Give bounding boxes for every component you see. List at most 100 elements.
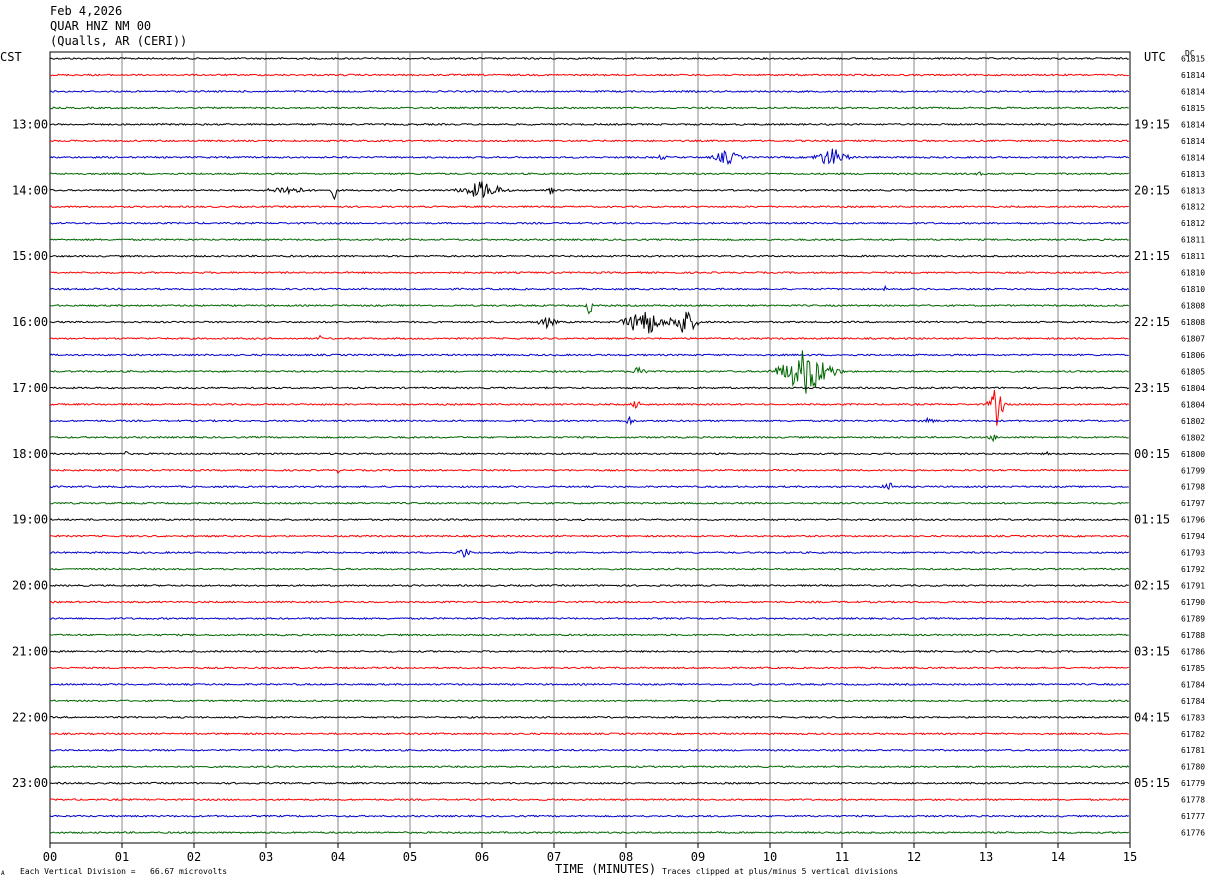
dc-offset-label: 61797: [1181, 499, 1205, 508]
scale-note: Each Vertical Division = 66.67 microvolt…: [20, 867, 228, 876]
dc-offset-label: 61784: [1181, 680, 1205, 689]
dc-column-label: DC: [1185, 49, 1195, 58]
seismic-trace: [49, 583, 1129, 588]
dc-offset-label: 61806: [1181, 351, 1205, 360]
right-hour-label: 00:15: [1134, 447, 1170, 461]
left-hour-label: 23:00: [12, 776, 48, 790]
dc-offset-label: 61788: [1181, 631, 1205, 640]
left-hour-label: 21:00: [12, 644, 48, 658]
seismic-trace: [49, 238, 1129, 242]
seismic-trace: [49, 311, 1129, 334]
seismic-trace: [49, 171, 1129, 177]
dc-offset-label: 61782: [1181, 730, 1205, 739]
station-location: (Qualls, AR (CERI)): [50, 34, 188, 48]
dc-offset-label: 61804: [1181, 400, 1205, 409]
x-tick-label: 03: [259, 850, 273, 864]
seismic-trace: [49, 682, 1130, 687]
dc-offset-label: 61785: [1181, 664, 1205, 673]
seismic-trace: [49, 781, 1130, 785]
x-tick-label: 12: [907, 850, 921, 864]
right-hour-label: 05:15: [1134, 776, 1170, 790]
seismic-trace: [49, 518, 1129, 522]
dc-offset-label: 61808: [1181, 302, 1205, 311]
seismic-trace: [49, 732, 1129, 736]
seismic-trace: [49, 415, 1129, 426]
seismic-trace: [49, 221, 1129, 225]
dc-offset-label: 61798: [1181, 483, 1205, 492]
seismic-trace: [49, 122, 1129, 126]
seismic-trace: [49, 350, 1129, 394]
left-hour-label: 20:00: [12, 579, 48, 593]
seismic-trace: [49, 106, 1129, 110]
dc-offset-label: 61813: [1181, 186, 1205, 195]
dc-offset-label: 61814: [1181, 120, 1205, 129]
dc-offset-label: 61786: [1181, 647, 1205, 656]
left-hour-label: 19:00: [12, 513, 48, 527]
seismic-trace: [49, 616, 1129, 621]
dc-offset-label: 61793: [1181, 549, 1205, 558]
seismic-trace: [49, 600, 1129, 604]
seismic-trace: [49, 548, 1130, 559]
plot-grid: [49, 51, 1131, 848]
seismic-trace: [49, 798, 1129, 802]
dc-offset-label: 61794: [1181, 532, 1205, 541]
seismic-trace: [49, 139, 1129, 143]
left-hour-label: 14:00: [12, 183, 48, 197]
dc-offset-label: 61808: [1181, 318, 1205, 327]
left-hour-label: 18:00: [12, 447, 48, 461]
x-tick-label: 06: [475, 850, 489, 864]
x-tick-label: 14: [1051, 850, 1065, 864]
seismic-trace: [49, 831, 1130, 835]
dc-offset-label: 61815: [1181, 55, 1205, 64]
dc-offset-label: 61804: [1181, 384, 1205, 393]
dc-offset-label: 61811: [1181, 252, 1205, 261]
seismic-trace: [49, 715, 1130, 719]
dc-offset-label: 61814: [1181, 87, 1205, 96]
seismic-trace: [49, 205, 1129, 209]
dc-offset-label: 61780: [1181, 763, 1205, 772]
right-hour-label: 19:15: [1134, 117, 1170, 131]
seismic-trace: [49, 468, 1129, 475]
seismic-trace: [49, 303, 1130, 315]
right-hour-label: 22:15: [1134, 315, 1170, 329]
dc-offset-label: 61799: [1181, 466, 1205, 475]
seismic-trace: [49, 89, 1130, 93]
dc-offset-label: 61814: [1181, 71, 1205, 80]
dc-offset-label: 61792: [1181, 565, 1205, 574]
right-hour-label: 02:15: [1134, 579, 1170, 593]
right-timezone-label: UTC: [1144, 50, 1166, 64]
right-hour-label: 04:15: [1134, 710, 1170, 724]
dc-offset-label: 61810: [1181, 269, 1205, 278]
seismic-trace: [49, 334, 1129, 341]
station-code: QUAR HNZ NM 00: [50, 19, 152, 33]
x-tick-label: 08: [619, 850, 633, 864]
left-hour-label: 17:00: [12, 381, 48, 395]
x-axis-title: TIME (MINUTES): [555, 862, 657, 876]
x-tick-label: 04: [331, 850, 345, 864]
seismic-trace: [49, 450, 1130, 456]
dc-offset-label: 61789: [1181, 614, 1205, 623]
dc-offset-label: 61781: [1181, 746, 1205, 755]
dc-offset-label: 61812: [1181, 203, 1205, 212]
dc-offset-label: 61805: [1181, 367, 1205, 376]
x-tick-label: 10: [763, 850, 777, 864]
dc-offset-label: 61784: [1181, 697, 1205, 706]
right-hour-label: 23:15: [1134, 381, 1170, 395]
dc-offset-label: 61807: [1181, 334, 1205, 343]
dc-offset-label: 61790: [1181, 598, 1205, 607]
dc-offset-label: 61791: [1181, 582, 1205, 591]
x-tick-label: 01: [115, 850, 129, 864]
seismic-trace: [49, 501, 1129, 505]
x-tick-label: 15: [1123, 850, 1137, 864]
seismic-trace: [49, 56, 1129, 60]
x-tick-label: 07: [547, 850, 561, 864]
dc-offset-label: 61810: [1181, 285, 1205, 294]
clip-note: Traces clipped at plus/minus 5 vertical …: [662, 867, 899, 876]
x-tick-label: 05: [403, 850, 417, 864]
seismic-trace: [49, 748, 1129, 752]
trace-group: [49, 56, 1130, 835]
x-tick-label: 13: [979, 850, 993, 864]
seismic-trace: [49, 270, 1129, 275]
seismic-trace: [49, 567, 1130, 571]
